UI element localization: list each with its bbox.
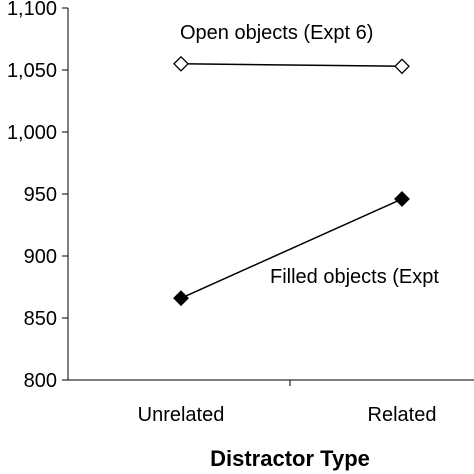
open-diamond-marker (173, 55, 189, 72)
y-tick-label: 1,000 (7, 122, 57, 144)
y-tick-label: 950 (24, 184, 57, 206)
x-category-label: Unrelated (138, 404, 225, 426)
filled-diamond-marker (173, 290, 189, 307)
series-line-0 (180, 63, 403, 68)
series-lines (180, 63, 403, 299)
x-axis-categories: Unrelated Related (138, 380, 437, 426)
y-tick-label: 800 (24, 370, 57, 392)
y-tick-label: 1,050 (7, 60, 57, 82)
series-label-open: Open objects (Expt 6) (180, 22, 373, 44)
y-tick-label: 850 (24, 308, 57, 330)
open-diamond-marker (394, 58, 410, 75)
y-axis-ticks: 800 850 900 950 1,000 1,050 1,100 (7, 0, 68, 392)
series-line-1 (180, 198, 403, 299)
y-tick-label: 1,100 (7, 0, 57, 20)
x-category-label: Related (368, 404, 437, 426)
series-markers (173, 55, 410, 307)
filled-diamond-marker (394, 191, 410, 207)
x-axis-title: Distractor Type (210, 446, 370, 471)
series-label-filled: Filled objects (Expt (270, 266, 439, 288)
y-tick-label: 900 (24, 246, 57, 268)
